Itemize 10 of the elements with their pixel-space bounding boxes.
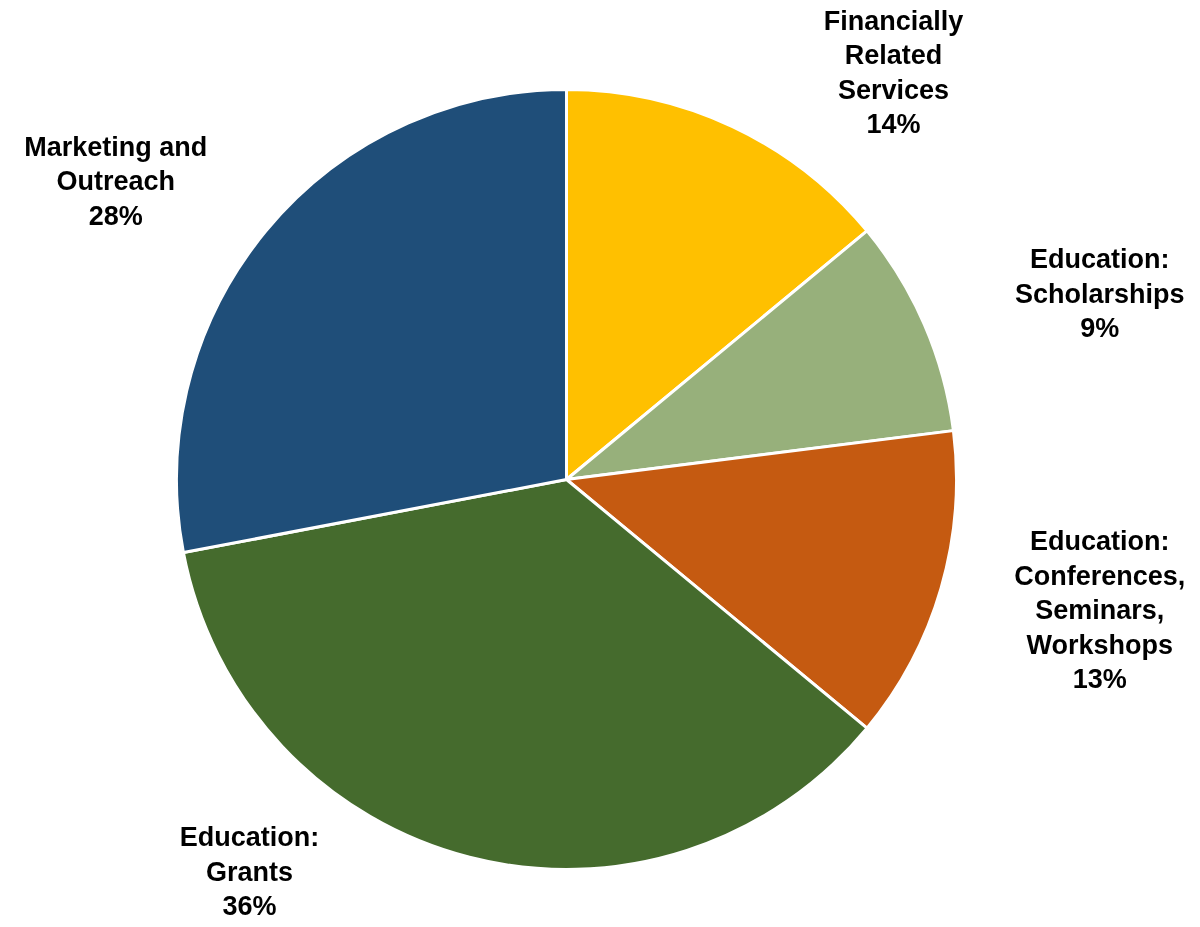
data-label: 14% (866, 109, 921, 140)
slice-label: Financially Related Services (823, 5, 964, 105)
data-label: 13% (1072, 664, 1127, 695)
slice-label: Education: Scholarships (1014, 244, 1185, 309)
data-label: 28% (88, 200, 143, 231)
slice-label: Marketing and Outreach (24, 131, 208, 197)
data-label: 36% (222, 891, 277, 922)
slice-label: Education: Conferences, Seminars, Workshops (1014, 526, 1186, 660)
slice-label: Education: Grants (179, 822, 320, 887)
data-label: 9% (1080, 313, 1120, 344)
